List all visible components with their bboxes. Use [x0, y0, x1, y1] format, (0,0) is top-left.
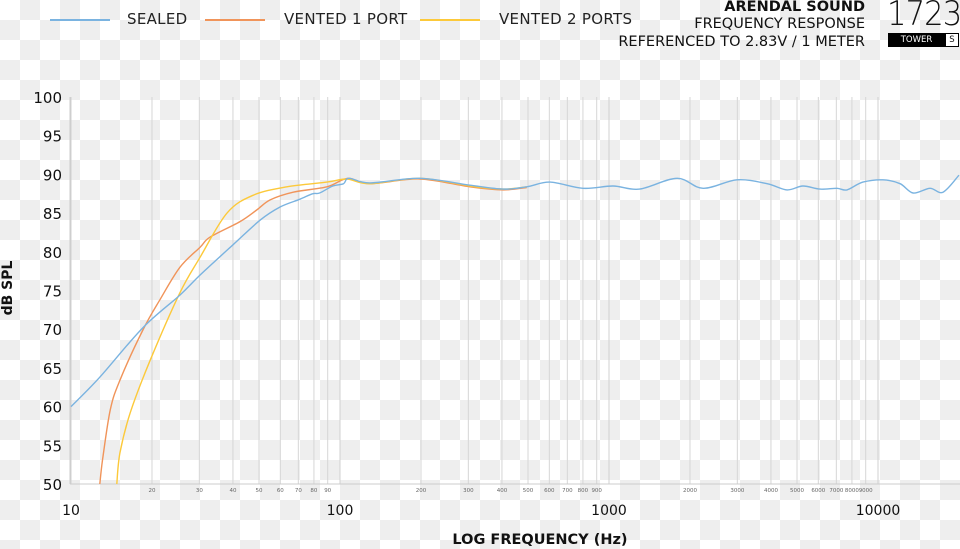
- x-minor-tick-label: 3000: [730, 488, 744, 494]
- x-minor-tick-label: 60: [277, 488, 284, 494]
- x-major-tick-label: 10: [62, 503, 80, 519]
- legend-swatch-vented-2-ports: [420, 19, 480, 21]
- legend-label-vented-1-port: VENTED 1 PORT: [284, 10, 408, 28]
- x-minor-tick-label: 5000: [790, 488, 804, 494]
- y-tick-label: 55: [43, 437, 62, 455]
- logo-number: 1723: [887, 0, 960, 34]
- y-tick-label: 85: [43, 205, 62, 223]
- chart-title: FREQUENCY RESPONSE: [694, 16, 865, 32]
- y-tick-label: 90: [43, 166, 62, 184]
- brand-name: ARENDAL SOUND: [724, 0, 865, 15]
- x-minor-tick-label: 30: [196, 488, 203, 494]
- y-tick-label: 100: [33, 89, 62, 107]
- y-tick-label: 80: [43, 244, 62, 262]
- series-line-vented-2-ports: [116, 177, 527, 485]
- legend-label-sealed: SEALED: [127, 10, 188, 28]
- x-minor-tick-label: 8000: [845, 488, 859, 494]
- x-minor-tick-label: 70: [295, 488, 302, 494]
- x-minor-tick-label: 2000: [683, 488, 697, 494]
- legend-swatch-sealed: [50, 19, 110, 21]
- x-minor-tick-label: 200: [416, 488, 427, 494]
- x-minor-tick-label: 6000: [811, 488, 825, 494]
- x-minor-tick-label: 4000: [764, 488, 778, 494]
- y-tick-label: 60: [43, 399, 62, 417]
- y-tick-label: 70: [43, 321, 62, 339]
- x-minor-tick-label: 90: [324, 488, 331, 494]
- x-axis-label: LOG FREQUENCY (Hz): [452, 532, 628, 548]
- x-major-tick-label: 10000: [856, 503, 901, 519]
- x-major-tick-label: 100: [327, 503, 354, 519]
- x-minor-tick-label: 700: [562, 488, 573, 494]
- logo-variant: S: [945, 33, 959, 47]
- y-tick-label: 75: [43, 283, 62, 301]
- x-minor-tick-label: 900: [591, 488, 602, 494]
- series-line-sealed: [70, 174, 960, 408]
- x-minor-tick-label: 500: [523, 488, 534, 494]
- y-axis-label: dB SPL: [0, 260, 16, 316]
- logo-model: TOWER: [888, 33, 945, 47]
- x-minor-tick-label: 800: [578, 488, 589, 494]
- y-tick-label: 65: [43, 360, 62, 378]
- x-minor-tick-label: 40: [229, 488, 236, 494]
- series-line-vented-1-port: [99, 177, 527, 485]
- x-minor-tick-label: 50: [256, 488, 263, 494]
- legend-label-vented-2-ports: VENTED 2 PORTS: [499, 10, 633, 28]
- legend-swatch-vented-1-port: [205, 19, 265, 21]
- chart-subtitle: REFERENCED TO 2.83V / 1 METER: [618, 34, 865, 50]
- x-minor-tick-label: 9000: [859, 488, 873, 494]
- x-major-tick-label: 1000: [591, 503, 627, 519]
- x-minor-tick-label: 400: [497, 488, 508, 494]
- y-tick-label: 50: [43, 476, 62, 494]
- x-minor-tick-label: 80: [310, 488, 317, 494]
- y-tick-label: 95: [43, 128, 62, 146]
- x-minor-tick-label: 20: [148, 488, 155, 494]
- x-minor-tick-label: 7000: [829, 488, 843, 494]
- x-minor-tick-label: 300: [463, 488, 474, 494]
- x-minor-tick-label: 600: [544, 488, 555, 494]
